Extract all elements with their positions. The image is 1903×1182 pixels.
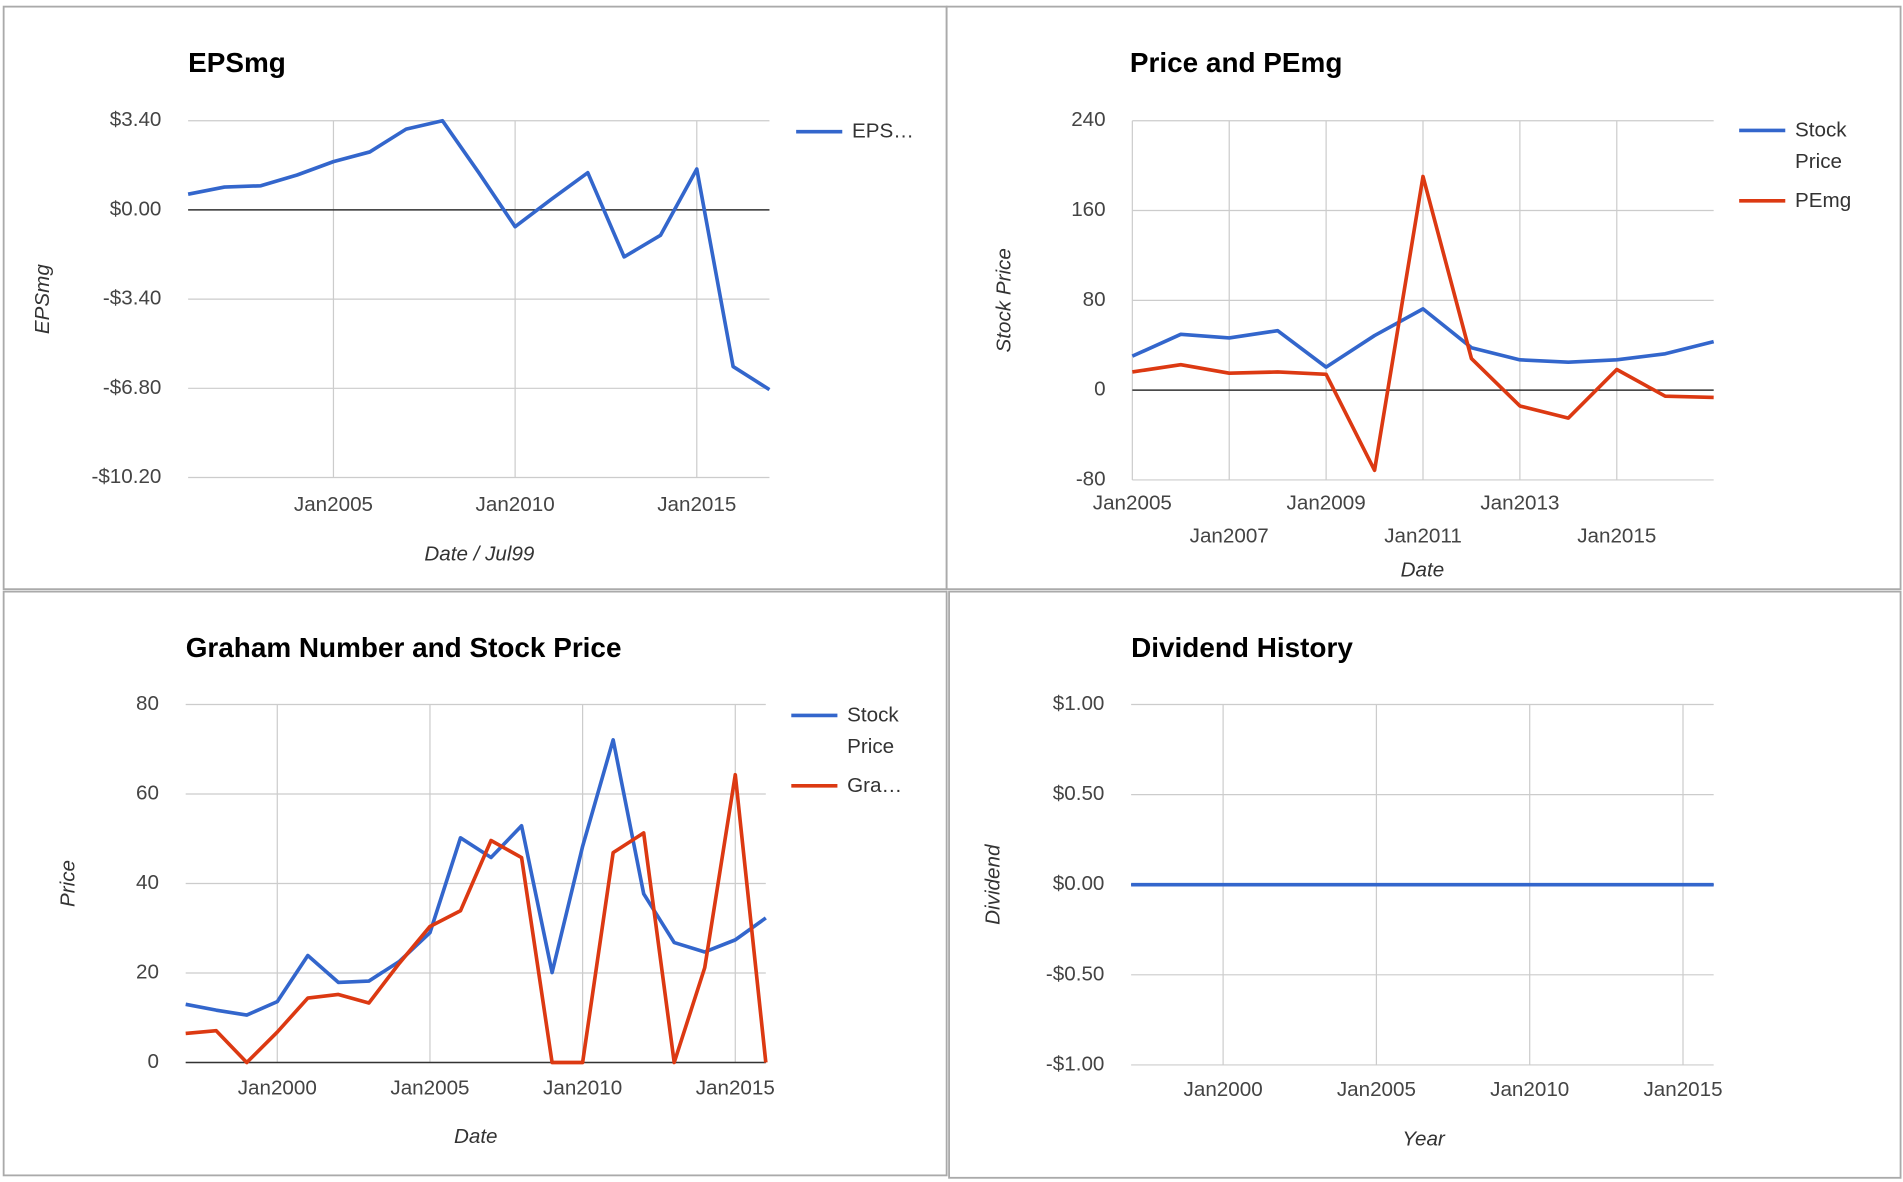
y-tick-label: $3.40 [110, 108, 162, 131]
y-tick-label: -$3.40 [103, 287, 161, 310]
x-axis-title: Date [1401, 558, 1445, 581]
y-tick-label: $0.00 [110, 197, 162, 220]
series-line [1132, 174, 1714, 473]
x-tick-label: Jan2011 [1384, 524, 1462, 547]
y-axis-title: Dividend [981, 843, 1004, 925]
y-tick-label: 20 [136, 960, 159, 983]
y-tick-label: -$0.50 [1046, 962, 1104, 985]
legend-label: Stock Price [1794, 118, 1847, 173]
series-line [187, 118, 771, 392]
y-tick-label: -$6.80 [103, 376, 161, 399]
series-line [1131, 307, 1715, 369]
x-tick-label: Jan2015 [1577, 524, 1656, 547]
chart-title: Dividend History [1131, 632, 1353, 663]
legend-label: Gra… [847, 773, 903, 797]
legend-entry: EPS… [851, 119, 914, 143]
y-tick-label: -80 [1076, 467, 1106, 490]
y-tick-label: 160 [1071, 198, 1105, 221]
x-tick-label: Jan2015 [1643, 1078, 1722, 1101]
series-line [185, 738, 767, 1017]
series-line [185, 772, 768, 1065]
y-tick-label: 80 [136, 692, 159, 715]
y-tick-label: 60 [136, 781, 159, 804]
legend-label: EPS… [851, 119, 914, 143]
x-tick-label: Jan2009 [1287, 492, 1366, 515]
x-tick-label: Jan2005 [1093, 492, 1172, 515]
legend-entry: Stock Price [1794, 118, 1847, 173]
x-tick-label: Jan2007 [1190, 524, 1269, 547]
legend-label: Stock Price [847, 703, 899, 758]
legend-entry: PEmg [1794, 188, 1852, 212]
x-tick-label: Jan2015 [696, 1077, 775, 1100]
x-tick-label: Jan2000 [1184, 1078, 1263, 1101]
x-axis-title: Year [1402, 1128, 1446, 1151]
y-tick-label: -$1.00 [1046, 1052, 1104, 1075]
x-axis-title: Date [454, 1125, 498, 1148]
y-tick-label: 80 [1083, 288, 1106, 311]
y-tick-label: $0.00 [1053, 872, 1105, 895]
y-tick-label: $1.00 [1053, 692, 1105, 715]
x-tick-label: Jan2013 [1480, 492, 1559, 515]
chart-title: Graham Number and Stock Price [186, 632, 622, 663]
y-tick-label: -$10.20 [91, 465, 161, 488]
x-tick-label: Jan2010 [1490, 1078, 1569, 1101]
legend-entry: Stock Price [847, 703, 899, 758]
legend-entry: Gra… [847, 773, 903, 797]
legend-label: PEmg [1794, 188, 1852, 212]
x-tick-label: Jan2005 [390, 1077, 469, 1100]
x-tick-label: Jan2010 [543, 1077, 622, 1100]
y-tick-label: 0 [1094, 378, 1105, 401]
y-axis-title: Price [57, 860, 80, 907]
y-axis-title: EPSmg [31, 264, 54, 334]
chart-title: Price and PEmg [1130, 47, 1342, 78]
y-tick-label: 40 [136, 871, 159, 894]
x-tick-label: Jan2010 [476, 493, 555, 516]
chart-title: EPSmg [188, 47, 286, 78]
x-axis-title: Date / Jul99 [424, 543, 535, 566]
x-tick-label: Jan2005 [1337, 1078, 1416, 1101]
y-axis-title: Stock Price [992, 248, 1015, 352]
y-tick-label: 240 [1071, 108, 1105, 131]
panel [2, 5, 948, 591]
x-tick-label: Jan2015 [657, 493, 736, 516]
y-tick-label: $0.50 [1053, 782, 1105, 805]
y-tick-label: 0 [148, 1050, 159, 1073]
x-tick-label: Jan2005 [294, 493, 373, 516]
x-tick-label: Jan2000 [238, 1077, 317, 1100]
